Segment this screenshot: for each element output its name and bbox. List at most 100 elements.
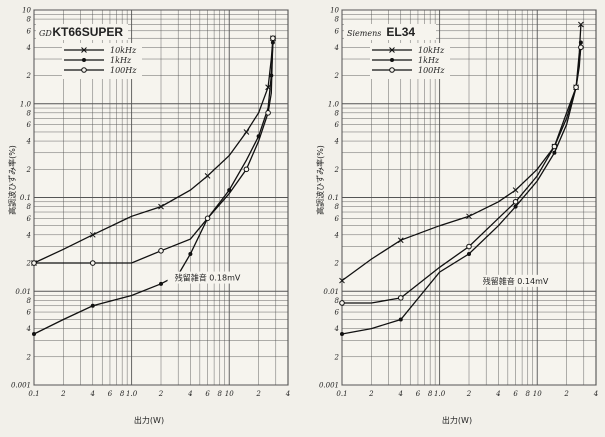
series-100Hz [339, 44, 584, 306]
x-tick-label: 0.1 [336, 390, 347, 398]
legend-backdrop [370, 43, 450, 79]
marker-dot [32, 331, 36, 336]
legend-label: 1kHz [110, 56, 132, 65]
x-tick-label: 8 [428, 390, 433, 398]
x-tick-label: 2 [563, 390, 569, 398]
title-brand: GD [39, 29, 52, 38]
y-tick-label: 8 [27, 297, 32, 305]
y-tick-label: 4 [26, 138, 31, 146]
title-tube: KT66SUPER [52, 25, 123, 39]
y-tick-label: 6 [27, 309, 32, 317]
title-backdrop [344, 24, 436, 40]
y-axis-label: 高調波ひずみ率(%) [7, 145, 17, 215]
series-100Hz [31, 35, 276, 266]
marker-dot [398, 317, 403, 322]
x-tick-labels: 0.1 2 4 6 8 1.0 2 4 6 8 10 2 4 [28, 390, 290, 398]
y-tick-label: 4 [334, 44, 339, 52]
marker-dot [513, 204, 518, 209]
marker-x [204, 173, 211, 179]
x-tick-label: 4 [495, 390, 500, 398]
x-tick-label: 4 [398, 390, 403, 398]
marker-dot [340, 331, 344, 336]
note-backdrop [167, 271, 252, 284]
x-tick-label: 2 [255, 390, 261, 398]
x-tick-label: 1.0 [434, 390, 446, 398]
x-tick-label: 4 [90, 390, 95, 398]
y-tick-label: 4 [334, 231, 339, 239]
marker-circle [204, 215, 211, 222]
marker-x [466, 213, 472, 220]
marker-circle [573, 84, 579, 91]
y-tick-label: 2 [334, 166, 340, 174]
marker-dot [578, 40, 583, 45]
residual-noise-label: 残留雑音 0.14mV [483, 276, 549, 286]
x-tick-labels: 0.1 2 4 6 8 1.0 2 4 6 8 10 2 4 [336, 390, 598, 398]
marker-circle [81, 67, 87, 73]
y-tick-label: 8 [335, 203, 340, 211]
x-tick-label: 1.0 [126, 390, 138, 398]
y-tick-label: 6 [335, 215, 340, 223]
marker-circle [89, 260, 96, 266]
marker-x [158, 203, 164, 210]
y-tick-label: 2 [26, 353, 32, 361]
marker-x [578, 21, 584, 28]
chart-panel-left: 0.1 2 4 6 8 1.0 2 4 6 8 10 2 40.00124680.0124680.124… [7, 7, 290, 426]
marker-circle [551, 143, 558, 150]
x-axis-label: 出力(W) [442, 415, 472, 425]
marker-x [243, 129, 250, 135]
residual-noise-label: 残留雑音 0.18mV [175, 273, 241, 283]
marker-dot [552, 150, 557, 155]
legend-label: 10kHz [418, 46, 445, 55]
marker-dot [390, 58, 394, 62]
residual-noise-note: 残留雑音 0.14mV [475, 274, 560, 287]
x-tick-label: 4 [187, 390, 192, 398]
marker-circle [158, 248, 164, 254]
marker-dot [90, 303, 95, 308]
marker-dot [82, 58, 86, 62]
y-tick-label: 0.1 [20, 194, 31, 202]
legend-label: 1kHz [418, 56, 440, 65]
marker-circle [270, 35, 276, 42]
marker-x [512, 187, 519, 193]
y-tick-label: 8 [335, 16, 340, 24]
y-tick-label: 6 [27, 121, 32, 129]
y-tick-label: 4 [334, 138, 339, 146]
x-tick-label: 2 [60, 390, 66, 398]
x-tick-label: 6 [513, 390, 518, 398]
marker-dot [159, 281, 163, 286]
legend-backdrop [62, 43, 142, 79]
y-tick-label: 1.0 [20, 100, 32, 108]
marker-x [89, 231, 96, 238]
x-axis-label: 出力(W) [134, 415, 164, 425]
y-tick-label: 2 [26, 166, 32, 174]
marker-dot [467, 251, 471, 256]
chart-title: Siemens EL34 [344, 24, 436, 40]
y-tick-label: 6 [335, 121, 340, 129]
y-tick-label: 6 [335, 27, 340, 35]
x-tick-label: 10 [533, 390, 542, 398]
x-tick-label: 4 [593, 390, 598, 398]
legend-label: 100Hz [418, 66, 445, 75]
y-tick-label: 4 [26, 231, 31, 239]
marker-circle [578, 44, 584, 51]
y-gridlines [34, 9, 288, 386]
y-tick-label: 1.0 [328, 100, 340, 108]
marker-circle [265, 110, 271, 116]
y-tick-label: 0.01 [323, 288, 339, 296]
note-backdrop [475, 274, 560, 287]
marker-circle [512, 198, 519, 205]
x-tick-label: 10 [225, 390, 234, 398]
legend-label: 100Hz [110, 66, 137, 75]
y-tick-label: 0.01 [15, 288, 31, 296]
y-tick-label: 0.001 [11, 382, 31, 390]
x-tick-label: 2 [368, 390, 374, 398]
marker-circle [397, 295, 404, 301]
y-tick-label: 10 [330, 7, 339, 15]
y-tick-label: 8 [335, 109, 340, 117]
marker-circle [31, 260, 37, 266]
y-tick-label: 2 [26, 260, 32, 268]
